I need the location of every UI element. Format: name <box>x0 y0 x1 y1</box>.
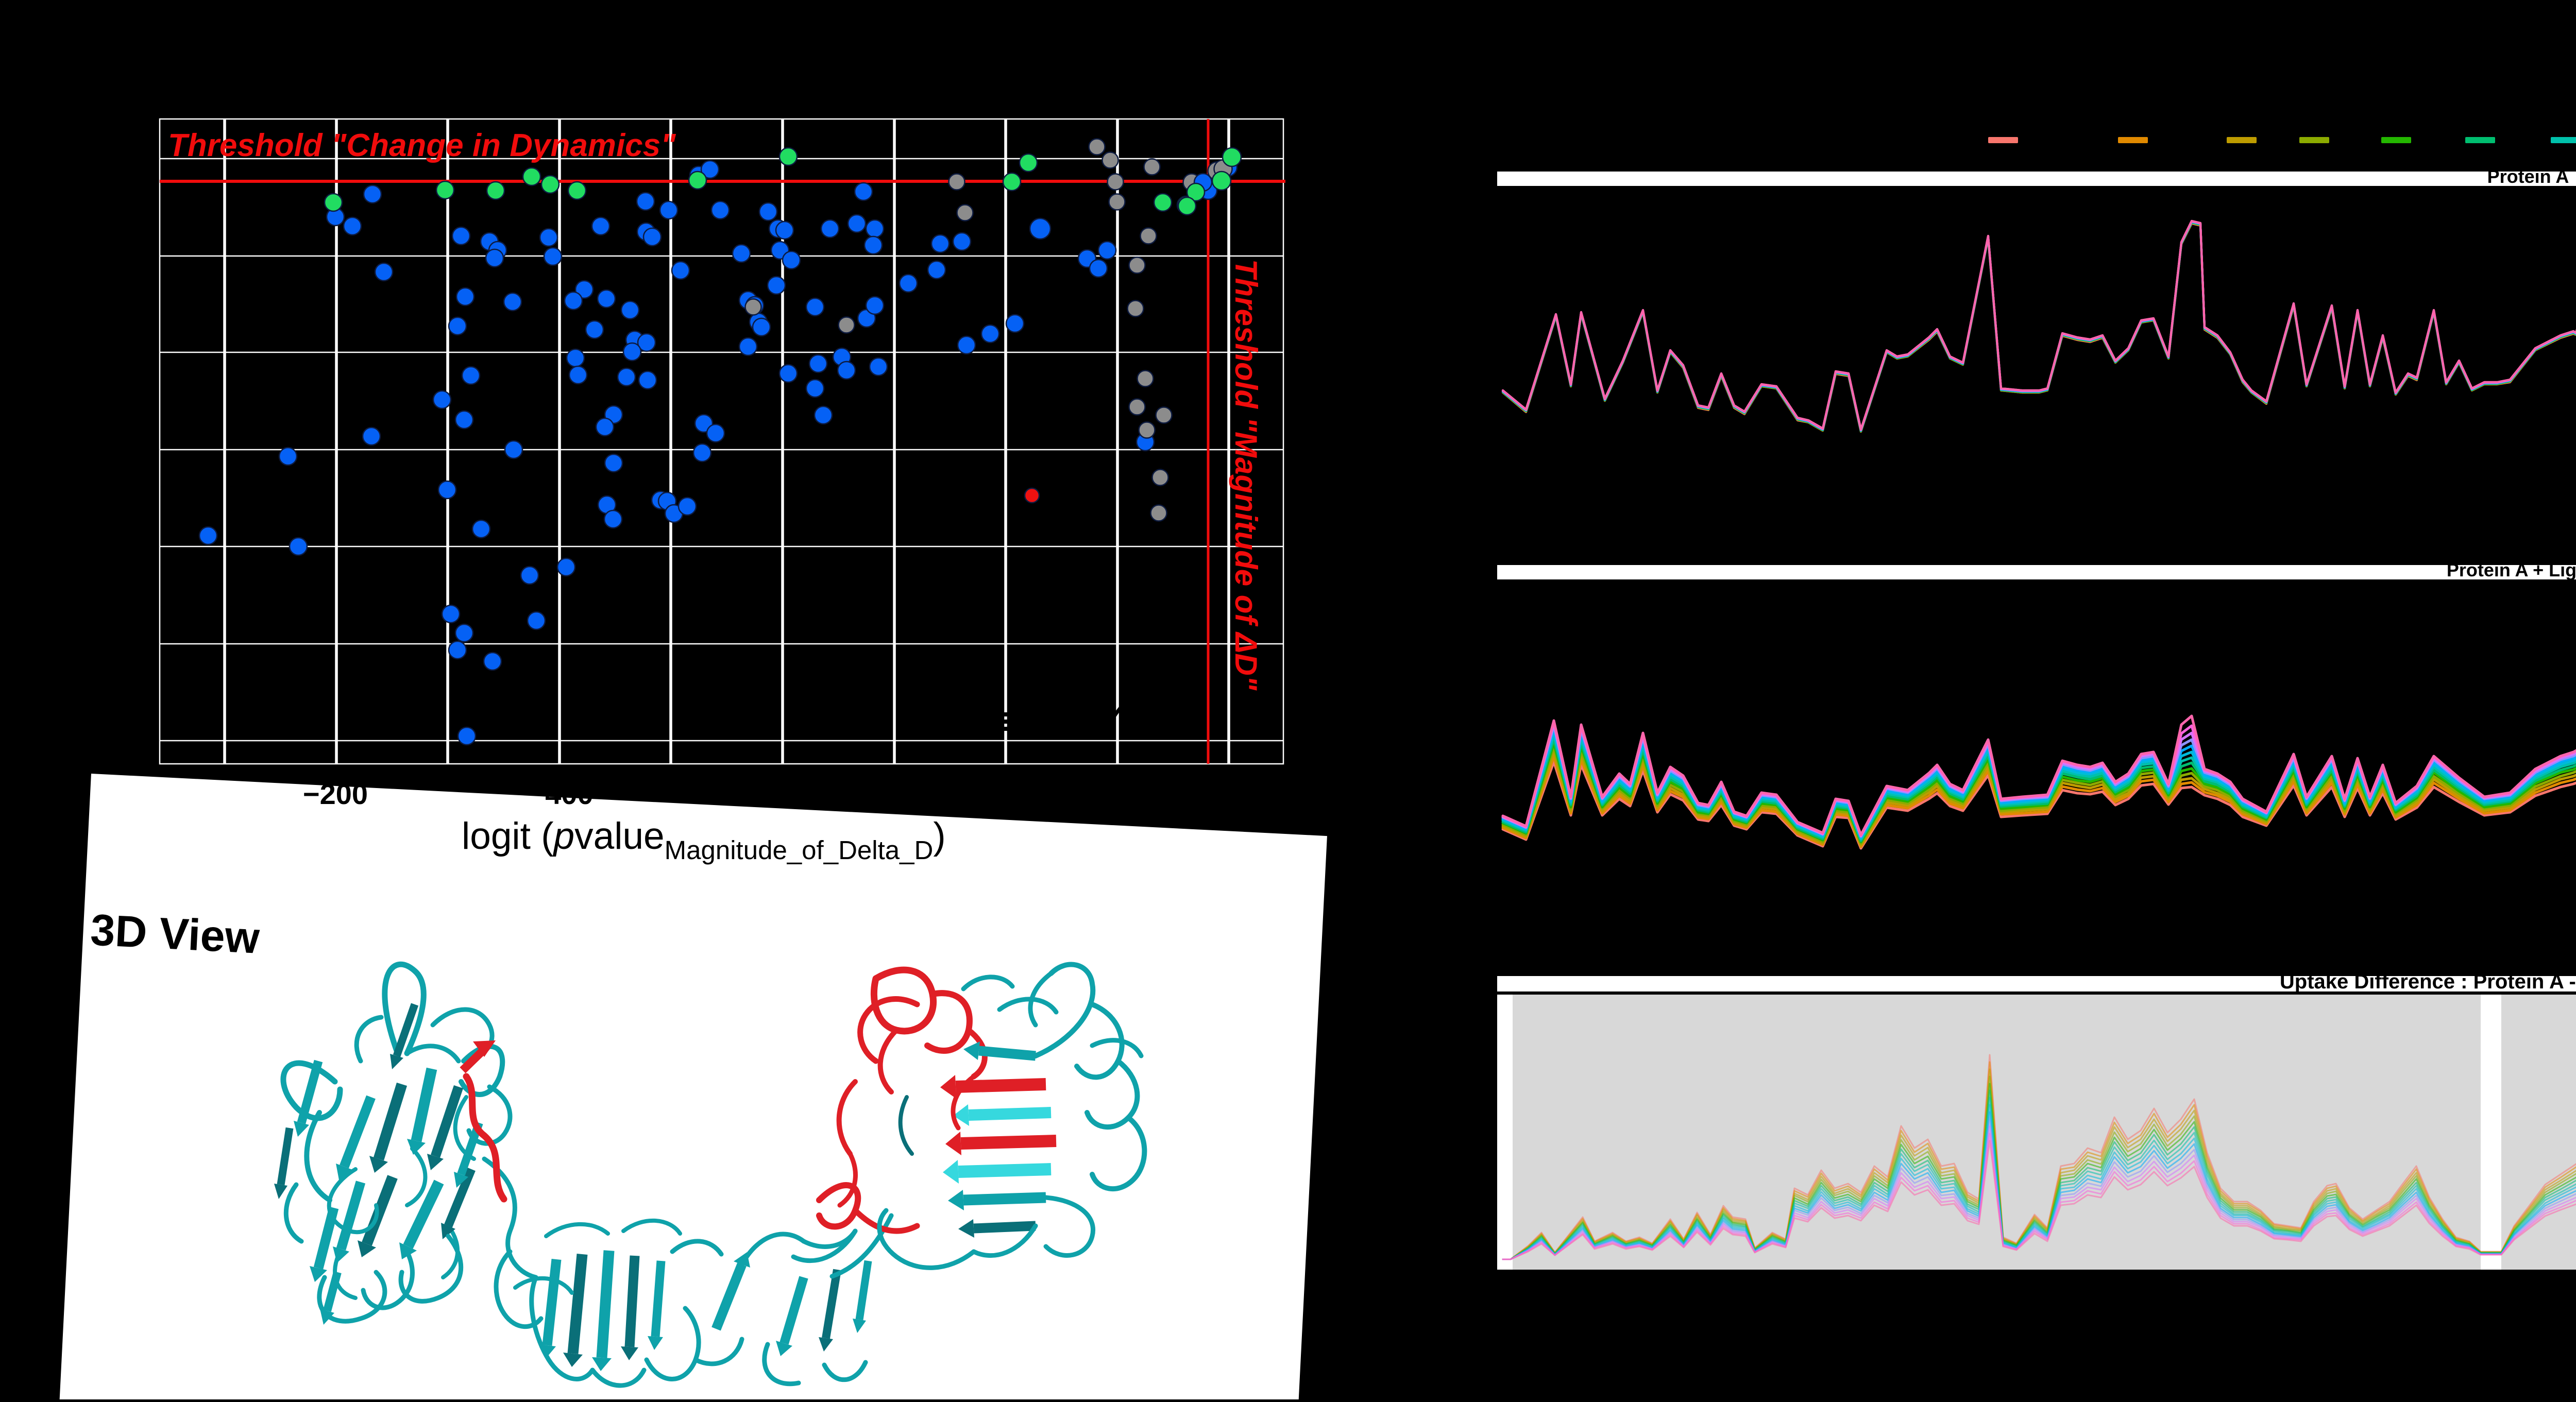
svg-text:Uptake Difference : Protein A: Uptake Difference : Protein A - (Protein… <box>2280 970 2576 993</box>
svg-text:Threshold "Magnitude of ΔD": Threshold "Magnitude of ΔD" <box>1229 259 1263 691</box>
svg-text:3D View: 3D View <box>89 905 261 963</box>
svg-text:logit (pvalueMagnitude_of_Delt: logit (pvalueMagnitude_of_Delta_D) <box>462 815 946 865</box>
svg-text:Protein A: Protein A <box>2487 166 2569 187</box>
svg-text:−200: −200 <box>303 778 368 810</box>
svg-text:400: 400 <box>545 778 593 810</box>
svg-text:Protein A + Ligand: Protein A + Ligand <box>2447 559 2576 580</box>
svg-text:Threshold "Change in Dynamics": Threshold "Change in Dynamics" <box>168 128 676 163</box>
